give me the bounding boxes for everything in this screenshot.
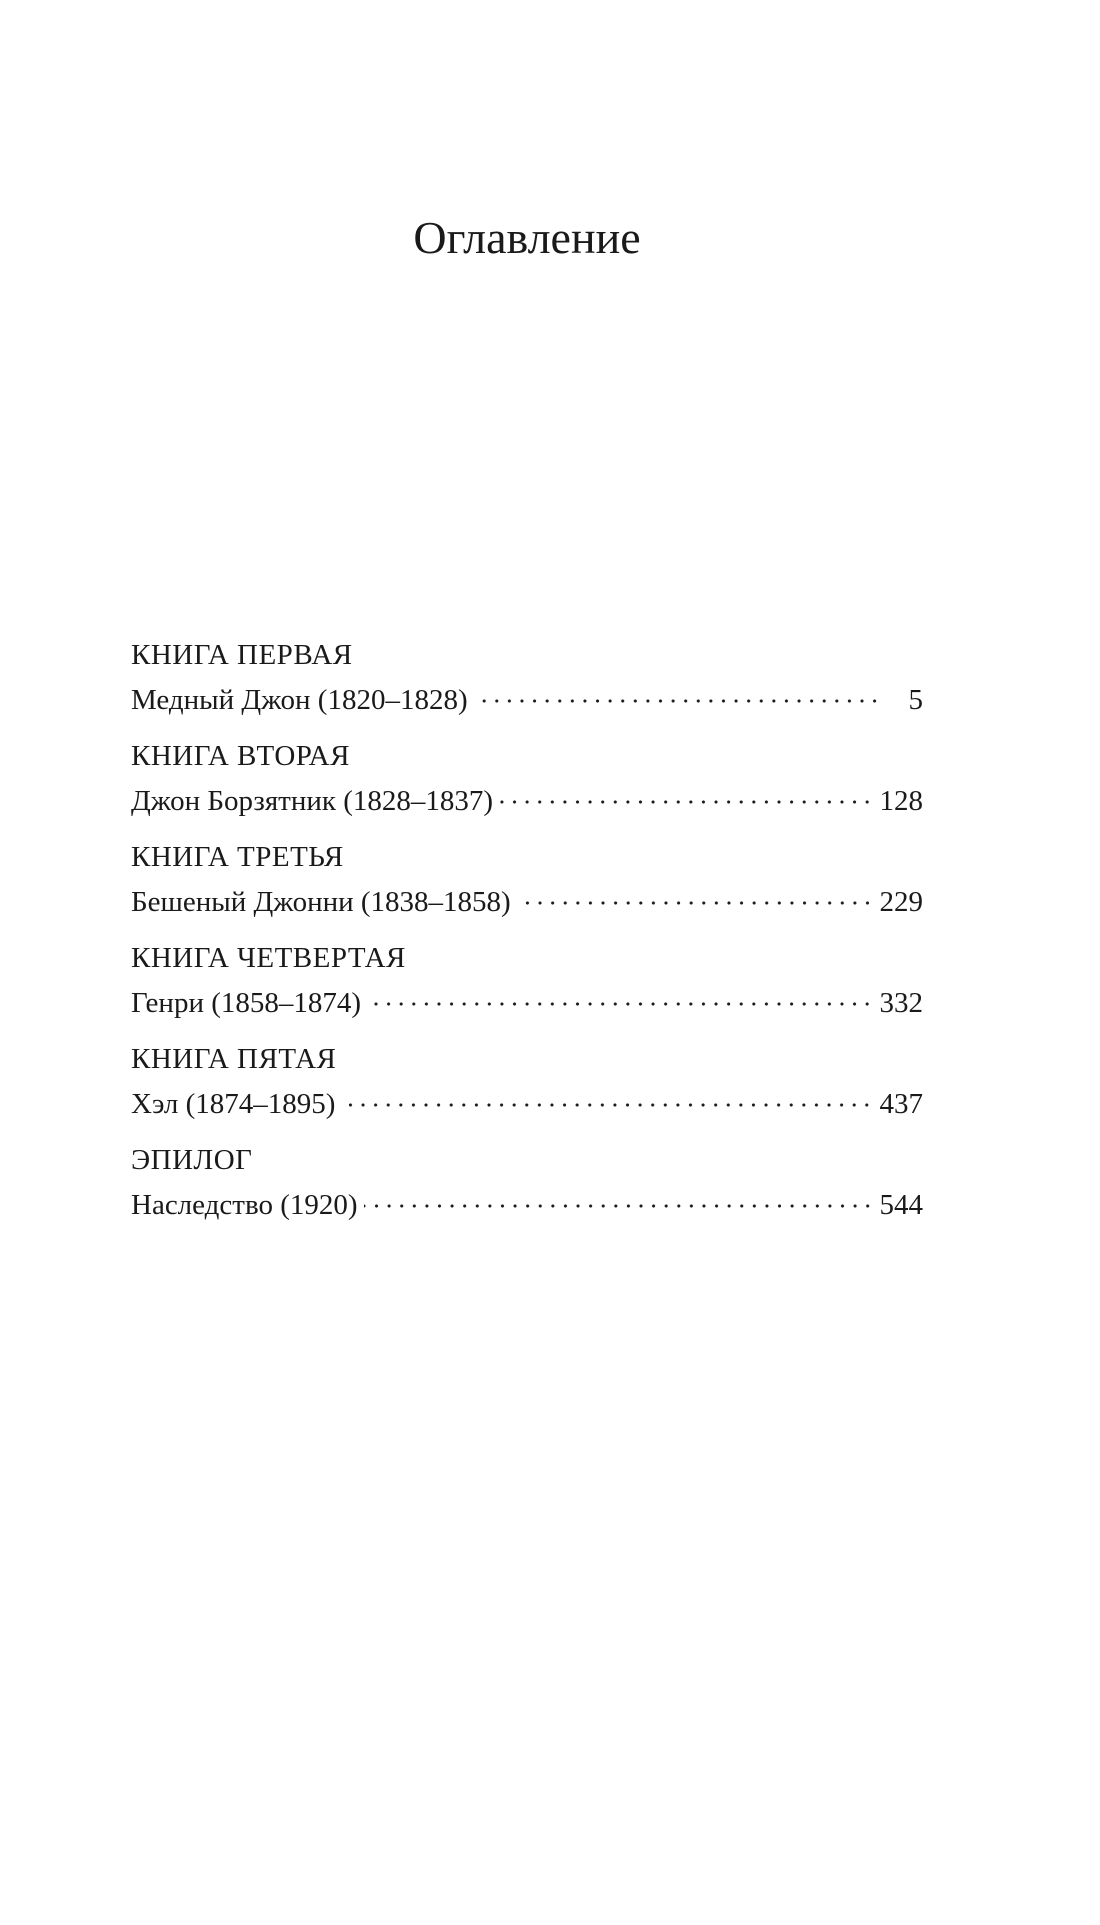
- toc-entry[interactable]: Джон Борзятник (1828–1837) 128: [131, 774, 923, 817]
- table-of-contents: КНИГА ПЕРВАЯ Медный Джон (1820–1828) 5 К…: [131, 637, 923, 1243]
- dot-leader: [499, 774, 874, 810]
- entry-title: Хэл (1874–1895): [131, 1088, 336, 1120]
- page-number: 229: [879, 886, 924, 918]
- toc-section: КНИГА ВТОРАЯ Джон Борзятник (1828–1837) …: [131, 738, 923, 839]
- entry-title: Наследство (1920): [131, 1189, 358, 1221]
- toc-entry[interactable]: Наследство (1920) 544: [131, 1178, 923, 1221]
- page-number: 544: [879, 1189, 924, 1221]
- dot-leader: [473, 673, 881, 709]
- toc-section: ЭПИЛОГ Наследство (1920) 544: [131, 1142, 923, 1243]
- dot-leader: [367, 976, 874, 1012]
- page-number: 5: [908, 684, 924, 716]
- section-heading: ЭПИЛОГ: [131, 1144, 253, 1176]
- page-title: Оглавление: [413, 212, 641, 263]
- toc-section: КНИГА ПЯТАЯ Хэл (1874–1895) 437: [131, 1041, 923, 1142]
- page-number: 332: [879, 987, 924, 1019]
- toc-section: КНИГА ТРЕТЬЯ Бешеный Джонни (1838–1858) …: [131, 839, 923, 940]
- toc-section: КНИГА ЧЕТВЕРТАЯ Генри (1858–1874) 332: [131, 940, 923, 1041]
- toc-entry[interactable]: Бешеный Джонни (1838–1858) 229: [131, 875, 923, 918]
- entry-title: Медный Джон (1820–1828): [131, 684, 468, 716]
- section-heading: КНИГА ВТОРАЯ: [131, 740, 350, 772]
- section-heading: КНИГА ПЕРВАЯ: [131, 639, 353, 671]
- toc-entry[interactable]: Медный Джон (1820–1828) 5: [131, 673, 923, 716]
- dot-leader: [363, 1178, 874, 1214]
- section-heading: КНИГА ЧЕТВЕРТАЯ: [131, 942, 406, 974]
- dot-leader: [516, 875, 874, 911]
- page-number: 128: [879, 785, 924, 817]
- entry-title: Генри (1858–1874): [131, 987, 362, 1019]
- dot-leader: [341, 1077, 874, 1113]
- section-heading: КНИГА ПЯТАЯ: [131, 1043, 337, 1075]
- toc-section: КНИГА ПЕРВАЯ Медный Джон (1820–1828) 5: [131, 637, 923, 738]
- entry-title: Бешеный Джонни (1838–1858): [131, 886, 511, 918]
- toc-entry[interactable]: Генри (1858–1874) 332: [131, 976, 923, 1019]
- entry-title: Джон Борзятник (1828–1837): [131, 785, 494, 817]
- page-number: 437: [879, 1088, 924, 1120]
- section-heading: КНИГА ТРЕТЬЯ: [131, 841, 344, 873]
- toc-entry[interactable]: Хэл (1874–1895) 437: [131, 1077, 923, 1120]
